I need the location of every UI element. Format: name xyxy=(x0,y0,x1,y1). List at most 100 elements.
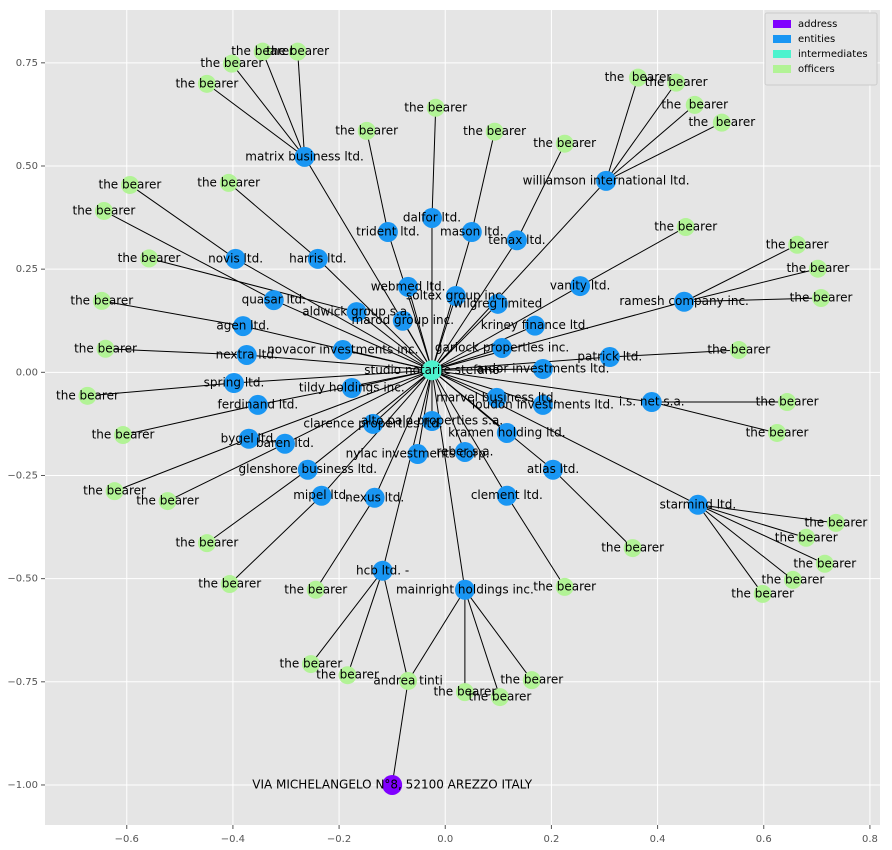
node-label: the bearer xyxy=(707,343,770,357)
edge xyxy=(374,370,433,498)
node-label: the bearer xyxy=(533,579,596,593)
node-label: marvel business ltd. xyxy=(436,390,557,404)
node-label: novacor investments inc. xyxy=(267,343,418,357)
edge xyxy=(228,182,319,260)
edge xyxy=(609,349,739,358)
node-label: the bearer xyxy=(654,220,717,234)
edge xyxy=(579,226,686,287)
node-label: ramesh company inc. xyxy=(619,294,749,308)
y-tick-label: 0.25 xyxy=(16,264,38,275)
node-label: clement ltd. xyxy=(471,488,543,502)
node-label: clarence properties ltd. xyxy=(303,416,442,430)
node-label: the bearer xyxy=(231,44,294,58)
edge xyxy=(246,354,433,371)
node xyxy=(377,222,398,243)
node-label: the bearer xyxy=(790,291,853,305)
node xyxy=(522,671,541,690)
node xyxy=(555,577,574,596)
node-label: the bearer xyxy=(746,425,809,439)
edge xyxy=(356,311,433,371)
edge xyxy=(231,63,305,158)
x-tick-label: −0.4 xyxy=(221,834,245,845)
node-label: the bearer xyxy=(266,44,329,58)
node-label: the bearer xyxy=(756,395,819,409)
edge xyxy=(651,401,778,434)
y-tick-label: −0.50 xyxy=(7,574,38,585)
node-label: the bearer xyxy=(404,100,467,114)
node-label: alto palo properties s.a. xyxy=(361,414,503,428)
edge xyxy=(605,77,639,181)
node xyxy=(94,201,113,220)
edge xyxy=(262,51,306,158)
node-label: tildy holdings inc. xyxy=(299,380,405,394)
node-label: mason ltd. xyxy=(440,225,504,239)
edge xyxy=(431,303,499,371)
edge xyxy=(129,184,236,260)
edge xyxy=(431,180,607,371)
edge xyxy=(697,504,807,539)
node xyxy=(524,315,545,336)
node-label: mainright holdings inc. xyxy=(396,582,534,596)
node xyxy=(674,291,695,312)
node xyxy=(783,570,802,589)
node xyxy=(301,655,320,674)
node xyxy=(788,235,807,254)
node-label: the bearer xyxy=(645,75,708,89)
legend-label: address xyxy=(798,19,837,30)
node-label: the bearer xyxy=(661,97,728,111)
node-label: hcb ltd. - xyxy=(356,563,409,577)
node-label: loudon investments ltd. xyxy=(472,397,614,411)
edge xyxy=(683,244,798,303)
node-label: the bearer xyxy=(118,251,181,265)
node xyxy=(485,122,504,141)
node-label: webmed ltd. xyxy=(371,279,446,293)
node-label: agen ltd. xyxy=(216,319,269,333)
edge xyxy=(206,469,309,544)
node-label: the bearer xyxy=(786,261,849,275)
node-label: the bearer xyxy=(533,136,596,150)
node xyxy=(96,339,115,358)
node xyxy=(676,218,695,237)
node-label: the bearer xyxy=(601,541,664,555)
edge xyxy=(407,589,466,682)
node xyxy=(233,316,254,337)
node-label: the bearer xyxy=(793,556,856,570)
node xyxy=(219,173,238,192)
node xyxy=(445,285,466,306)
node xyxy=(815,554,834,573)
node-label: the bearer xyxy=(99,177,162,191)
node-label: the bearer xyxy=(731,586,794,600)
node-label: andrea tinti xyxy=(373,673,442,687)
edge xyxy=(431,369,699,506)
node xyxy=(247,394,268,415)
edge xyxy=(347,570,384,676)
edge xyxy=(431,369,508,496)
node xyxy=(114,426,133,445)
node-label: trident ltd. xyxy=(356,225,420,239)
node-label: nylac investments corp. xyxy=(346,447,490,461)
node xyxy=(120,175,139,194)
legend-swatch xyxy=(773,35,791,43)
node xyxy=(768,423,787,442)
y-tick-label: 0.75 xyxy=(16,58,38,69)
node xyxy=(363,413,384,434)
node xyxy=(346,302,367,323)
node xyxy=(596,170,617,191)
node-label: the bearer xyxy=(136,494,199,508)
edge xyxy=(372,369,433,425)
node xyxy=(555,134,574,153)
node-label: ferdinand ltd. xyxy=(217,397,298,411)
node xyxy=(826,513,845,532)
node-label: marod group inc. xyxy=(352,313,455,327)
node xyxy=(398,276,419,297)
node-label: the bearer xyxy=(688,115,755,129)
edge xyxy=(605,122,723,182)
edge xyxy=(103,210,275,301)
node xyxy=(797,528,816,547)
edge xyxy=(407,286,433,371)
edge xyxy=(167,443,286,502)
node xyxy=(421,360,442,381)
node-label: garlock properties inc. xyxy=(435,340,569,354)
node-label: nextra ltd. xyxy=(216,347,278,361)
node-label: the bearer xyxy=(335,123,398,137)
